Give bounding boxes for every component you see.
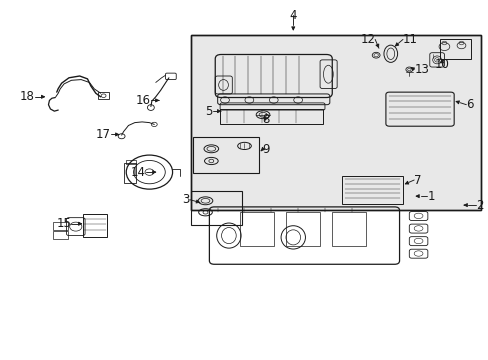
Bar (190, 35, 480, 211)
Bar (220, 109, 322, 124)
Text: 18: 18 (20, 90, 35, 103)
Bar (285, 212, 320, 246)
Text: 8: 8 (262, 113, 269, 126)
Bar (123, 163, 136, 183)
Text: 14: 14 (131, 166, 146, 179)
Bar (193, 137, 259, 173)
Text: 7: 7 (413, 174, 421, 186)
Bar (53, 231, 68, 239)
Bar (331, 212, 366, 246)
Text: 17: 17 (96, 128, 111, 141)
Text: 4: 4 (289, 9, 296, 22)
Text: 5: 5 (205, 105, 212, 118)
Text: 10: 10 (434, 58, 448, 71)
Bar (190, 191, 242, 225)
Bar (190, 35, 480, 211)
Bar (53, 222, 68, 230)
Text: 12: 12 (360, 33, 374, 46)
Bar (439, 40, 470, 59)
Bar (82, 214, 107, 237)
Bar (126, 160, 136, 164)
Bar (341, 176, 402, 204)
Text: 3: 3 (182, 193, 189, 206)
Text: 2: 2 (475, 199, 483, 212)
Text: 16: 16 (136, 94, 151, 107)
Text: 15: 15 (57, 217, 71, 230)
Bar (190, 35, 480, 211)
Text: 6: 6 (466, 98, 473, 111)
Text: 9: 9 (262, 143, 269, 156)
Bar (239, 212, 273, 246)
Text: 11: 11 (402, 33, 417, 46)
Text: 13: 13 (413, 63, 428, 76)
Bar (98, 92, 109, 99)
Text: 1: 1 (427, 190, 434, 203)
